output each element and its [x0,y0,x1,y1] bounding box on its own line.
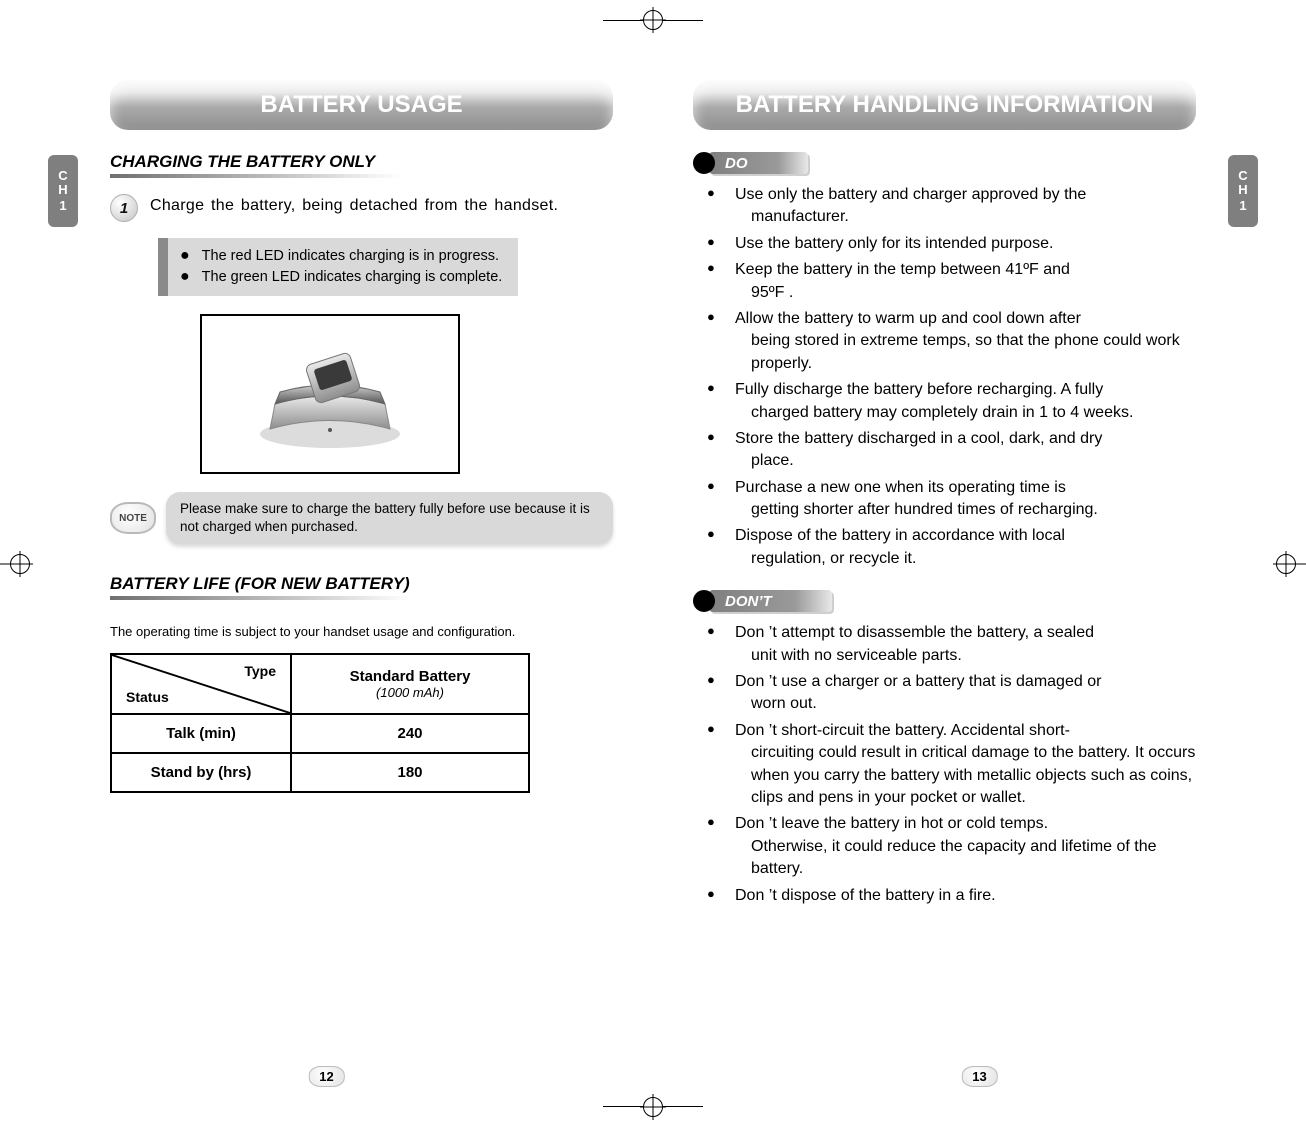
page-right: C H 1 BATTERY HANDLING INFORMATION DO Us… [653,0,1306,1127]
list-item-continuation: getting shorter after hundred times of r… [735,499,1196,521]
list-item-first-line: Don ’t short-circuit the battery. Accide… [735,722,1070,739]
battery-life-caption: The operating time is subject to your ha… [110,624,613,639]
chapter-tab-line: C [58,169,67,183]
chapter-tab-line: 1 [1239,199,1246,213]
table-col-sub: (1000 mAh) [296,685,524,700]
list-item-continuation: manufacturer. [735,206,1196,228]
list-item: Store the battery discharged in a cool, … [693,428,1196,473]
list-item-continuation: circuiting could result in critical dama… [735,742,1196,809]
section-heading-battery-life: BATTERY LIFE (FOR NEW BATTERY) [110,574,410,600]
led-info-box: ● The red LED indicates charging is in pr… [158,238,518,296]
list-item-first-line: Allow the battery to warm up and cool do… [735,310,1081,327]
info-line: The green LED indicates charging is comp… [202,267,503,288]
step-text: Charge the battery, being detached from … [150,194,558,217]
page-left: C H 1 BATTERY USAGE CHARGING THE BATTERY… [0,0,653,1127]
list-item-first-line: Purchase a new one when its operating ti… [735,479,1066,496]
info-line: The red LED indicates charging is in pro… [202,246,499,267]
table-row: Stand by (hrs) 180 [111,753,529,792]
chapter-tab-left: C H 1 [48,155,78,227]
dont-label: DON’T [709,590,832,612]
do-list: Use only the battery and charger approve… [693,184,1196,570]
list-item: Purchase a new one when its operating ti… [693,477,1196,522]
page-header-right: BATTERY HANDLING INFORMATION [693,80,1196,130]
list-item: Don ’t short-circuit the battery. Accide… [693,720,1196,810]
list-item-continuation: charged battery may completely drain in … [735,402,1196,424]
list-item-continuation: Otherwise, it could reduce the capacity … [735,836,1196,881]
list-item-first-line: Dispose of the battery in accordance wit… [735,527,1065,544]
table-row-value: 240 [291,714,529,753]
charger-illustration [200,314,460,474]
bullet-dot: ● [180,267,190,288]
table-col-header-text: Standard Battery [350,668,471,685]
list-item-first-line: Don ’t dispose of the battery in a fire. [735,887,996,904]
page-number-right: 13 [961,1066,997,1087]
do-label: DO [709,152,808,174]
do-header: DO [693,152,1196,174]
table-type-label: Type [244,663,276,679]
table-row: Talk (min) 240 [111,714,529,753]
page-number-left: 12 [308,1066,344,1087]
list-item-first-line: Keep the battery in the temp between 41º… [735,261,1070,278]
list-item: Use the battery only for its intended pu… [693,233,1196,255]
list-item-continuation: regulation, or recycle it. [735,548,1196,570]
page-spread: C H 1 BATTERY USAGE CHARGING THE BATTERY… [0,0,1306,1127]
chapter-tab-right: C H 1 [1228,155,1258,227]
battery-life-table: Type Status Standard Battery (1000 mAh) … [110,653,530,793]
list-item: Fully discharge the battery before recha… [693,379,1196,424]
list-item-continuation: place. [735,450,1196,472]
table-row-value: 180 [291,753,529,792]
list-item-first-line: Don ’t use a charger or a battery that i… [735,673,1101,690]
list-item-continuation: unit with no serviceable parts. [735,645,1196,667]
list-item: Dispose of the battery in accordance wit… [693,525,1196,570]
do-dot-icon [693,152,715,174]
step-1: 1 Charge the battery, being detached fro… [110,194,613,222]
list-item: Don ’t use a charger or a battery that i… [693,671,1196,716]
chapter-tab-line: C [1238,169,1247,183]
table-status-label: Status [126,689,169,705]
note-row: NOTE Please make sure to charge the batt… [110,492,613,544]
list-item-continuation: 95ºF . [735,282,1196,304]
list-item: Keep the battery in the temp between 41º… [693,259,1196,304]
page-header-left: BATTERY USAGE [110,80,613,130]
list-item: Don ’t leave the battery in hot or cold … [693,813,1196,880]
list-item-first-line: Use only the battery and charger approve… [735,186,1086,203]
list-item-continuation: being stored in extreme temps, so that t… [735,330,1196,375]
list-item: Don ’t attempt to disassemble the batter… [693,622,1196,667]
list-item-first-line: Store the battery discharged in a cool, … [735,430,1102,447]
table-row-label: Stand by (hrs) [111,753,291,792]
charger-icon [240,334,420,454]
bullet-dot: ● [180,246,190,267]
chapter-tab-line: H [58,183,67,197]
list-item-first-line: Don ’t attempt to disassemble the batter… [735,624,1094,641]
note-badge: NOTE [110,502,156,534]
chapter-tab-line: 1 [59,199,66,213]
dont-list: Don ’t attempt to disassemble the batter… [693,622,1196,907]
list-item: Allow the battery to warm up and cool do… [693,308,1196,375]
list-item-first-line: Use the battery only for its intended pu… [735,235,1053,252]
list-item-continuation: worn out. [735,693,1196,715]
section-heading-charging: CHARGING THE BATTERY ONLY [110,152,400,178]
chapter-tab-line: H [1238,183,1247,197]
table-row-label: Talk (min) [111,714,291,753]
table-col-header: Standard Battery (1000 mAh) [291,654,529,714]
list-item-first-line: Don ’t leave the battery in hot or cold … [735,815,1048,832]
step-number-badge: 1 [110,194,138,222]
list-item: Don ’t dispose of the battery in a fire. [693,885,1196,907]
note-text: Please make sure to charge the battery f… [166,492,613,544]
list-item-first-line: Fully discharge the battery before recha… [735,381,1103,398]
dont-header: DON’T [693,590,1196,612]
list-item: Use only the battery and charger approve… [693,184,1196,229]
table-diag-header: Type Status [111,654,291,714]
